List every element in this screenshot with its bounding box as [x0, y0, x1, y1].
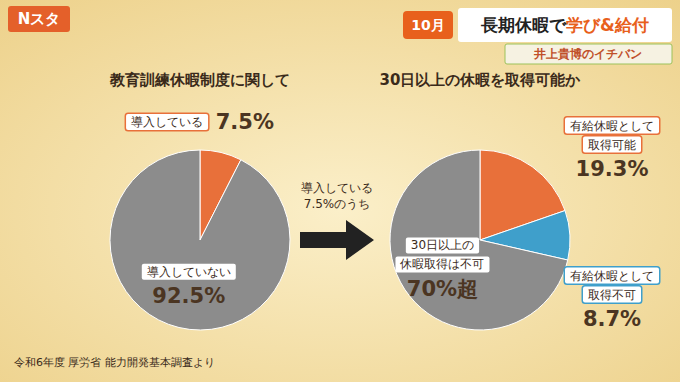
svg-text:8.7%: 8.7% [583, 307, 641, 331]
svg-text:7.5%: 7.5% [216, 110, 274, 134]
svg-text:長期休暇で: 長期休暇で [480, 15, 567, 35]
svg-text:取得不可: 取得不可 [588, 288, 636, 302]
svg-text:取得可能: 取得可能 [588, 138, 636, 152]
svg-text:教育訓練休暇制度に関して: 教育訓練休暇制度に関して [109, 71, 290, 89]
svg-text:70%超: 70%超 [407, 277, 478, 301]
svg-text:30日以上の休暇を取得可能か: 30日以上の休暇を取得可能か [380, 71, 582, 89]
svg-text:導入している: 導入している [301, 181, 373, 195]
svg-text:7.5%のうち: 7.5%のうち [304, 197, 371, 211]
svg-text:有給休暇として: 有給休暇として [570, 119, 654, 133]
svg-text:導入していない: 導入していない [147, 265, 231, 279]
svg-text:導入している: 導入している [131, 115, 203, 129]
svg-text:10月: 10月 [411, 17, 444, 33]
svg-text:令和6年度 厚労省 能力開発基本調査より: 令和6年度 厚労省 能力開発基本調査より [14, 356, 215, 369]
svg-text:30日以上の: 30日以上の [411, 238, 474, 252]
svg-text:有給休暇として: 有給休暇として [570, 269, 654, 283]
svg-text:井上貴博のイチバン: 井上貴博のイチバン [533, 47, 642, 61]
svg-text:Nスタ: Nスタ [18, 10, 61, 28]
svg-text:19.3%: 19.3% [576, 157, 649, 181]
svg-text:休暇取得は不可: 休暇取得は不可 [400, 257, 484, 271]
svg-text:92.5%: 92.5% [152, 284, 225, 308]
svg-text:学び&給付: 学び&給付 [566, 15, 649, 35]
